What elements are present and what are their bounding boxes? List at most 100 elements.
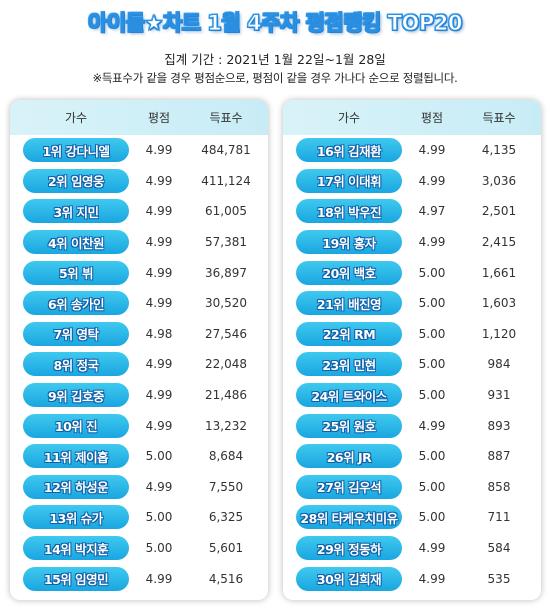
rank-singer-label: 1위 강다니엘 <box>23 138 129 163</box>
rating-cell: 4.99 <box>145 143 173 158</box>
table-row: 25위 원호 4.99 893 <box>283 410 541 441</box>
votes-cell: 858 <box>487 479 511 494</box>
votes-cell: 5,601 <box>208 541 244 556</box>
table-row: 12위 하성운 4.99 7,550 <box>10 472 268 503</box>
page-title: 아이돌★차트 1월 4주차 평점랭킹 TOP20 <box>88 11 463 36</box>
rating-cell: 4.99 <box>145 235 173 250</box>
rank-singer-label: 10위 진 <box>23 413 129 438</box>
rank-cell: 19위 홍자 <box>283 230 407 255</box>
rating-cell: 4.99 <box>145 479 173 494</box>
table-row: 18위 박우진 4.97 2,501 <box>283 196 541 227</box>
votes-cell: 4,516 <box>208 571 244 586</box>
rank-cell: 10위 진 <box>10 413 134 438</box>
rank-cell: 29위 정동하 <box>283 536 407 561</box>
header-votes: 득표수 <box>482 111 516 125</box>
rank-singer-label: 6위 송가인 <box>23 291 129 316</box>
rating-cell: 4.97 <box>418 204 446 219</box>
rank-singer-label: 15위 임영민 <box>23 566 129 591</box>
votes-cell: 931 <box>487 388 511 403</box>
rank-singer-label: 13위 슈가 <box>23 505 129 530</box>
rank-cell: 26위 JR <box>283 444 407 469</box>
rating-cell: 5.00 <box>418 388 446 403</box>
header-rating: 평점 <box>420 111 444 125</box>
rank-cell: 13위 슈가 <box>10 505 134 530</box>
rank-cell: 24위 트와이스 <box>283 383 407 408</box>
rank-cell: 8위 정국 <box>10 352 134 377</box>
table-row: 3위 지민 4.99 61,005 <box>10 196 268 227</box>
table-row: 8위 정국 4.99 22,048 <box>10 349 268 380</box>
rating-cell: 5.00 <box>418 510 446 525</box>
rating-cell: 4.99 <box>145 204 173 219</box>
votes-cell: 1,603 <box>481 296 517 311</box>
votes-cell: 8,684 <box>208 449 244 464</box>
rank-singer-label: 19위 홍자 <box>296 230 402 255</box>
table-row: 27위 김우석 5.00 858 <box>283 472 541 503</box>
votes-cell: 7,550 <box>208 479 244 494</box>
rank-cell: 4위 이찬원 <box>10 230 134 255</box>
votes-cell: 411,124 <box>201 173 251 188</box>
rating-cell: 5.00 <box>145 510 173 525</box>
rank-singer-label: 9위 김호중 <box>23 383 129 408</box>
table-row: 2위 임영웅 4.99 411,124 <box>10 166 268 197</box>
table-row: 24위 트와이스 5.00 931 <box>283 380 541 411</box>
rating-cell: 4.99 <box>145 571 173 586</box>
rank-cell: 21위 배진영 <box>283 291 407 316</box>
rank-singer-label: 20위 백호 <box>296 260 402 285</box>
rating-cell: 5.00 <box>145 449 173 464</box>
header-rating: 평점 <box>147 111 171 125</box>
rank-singer-label: 27위 김우석 <box>296 474 402 499</box>
rank-singer-label: 24위 트와이스 <box>296 383 402 408</box>
rating-cell: 5.00 <box>418 326 446 341</box>
rank-cell: 23위 민현 <box>283 352 407 377</box>
rank-singer-label: 12위 하성운 <box>23 474 129 499</box>
table-header: 가수 평점 득표수 <box>283 100 541 135</box>
rank-cell: 6위 송가인 <box>10 291 134 316</box>
rank-singer-label: 17위 이대휘 <box>296 168 402 193</box>
header-singer: 가수 <box>64 111 88 125</box>
table-row: 7위 영탁 4.98 27,546 <box>10 319 268 350</box>
table-row: 17위 이대휘 4.99 3,036 <box>283 166 541 197</box>
table-row: 11위 제이홉 5.00 8,684 <box>10 441 268 472</box>
votes-cell: 711 <box>487 510 511 525</box>
votes-cell: 893 <box>487 418 511 433</box>
table-row: 21위 배진영 5.00 1,603 <box>283 288 541 319</box>
rank-cell: 15위 임영민 <box>10 566 134 591</box>
rank-singer-label: 2위 임영웅 <box>23 168 129 193</box>
rating-cell: 5.00 <box>418 449 446 464</box>
rank-cell: 18위 박우진 <box>283 199 407 224</box>
rank-singer-label: 18위 박우진 <box>296 199 402 224</box>
rating-cell: 4.99 <box>418 173 446 188</box>
ranking-table-left: 가수 평점 득표수 1위 강다니엘 4.99 484,781 2위 임영웅 4.99 41… <box>10 100 268 600</box>
period-text: 집계 기간 : 2021년 1월 22일~1월 28일 <box>164 52 386 67</box>
votes-cell: 2,501 <box>481 204 517 219</box>
rank-cell: 30위 김희재 <box>283 566 407 591</box>
rating-cell: 5.00 <box>418 296 446 311</box>
rating-cell: 4.99 <box>145 357 173 372</box>
table-header: 가수 평점 득표수 <box>10 100 268 135</box>
votes-cell: 1,661 <box>481 265 517 280</box>
table-row: 20위 백호 5.00 1,661 <box>283 257 541 288</box>
table-row: 22위 RM 5.00 1,120 <box>283 319 541 350</box>
votes-cell: 21,486 <box>205 388 247 403</box>
rating-cell: 4.99 <box>418 541 446 556</box>
table-row: 4위 이찬원 4.99 57,381 <box>10 227 268 258</box>
rank-cell: 20위 백호 <box>283 260 407 285</box>
table-row: 19위 홍자 4.99 2,415 <box>283 227 541 258</box>
rank-singer-label: 3위 지민 <box>23 199 129 224</box>
rating-cell: 4.99 <box>418 143 446 158</box>
rating-cell: 4.99 <box>418 418 446 433</box>
rank-singer-label: 22위 RM <box>296 321 402 346</box>
table-row: 13위 슈가 5.00 6,325 <box>10 502 268 533</box>
table-body: 16위 김재환 4.99 4,135 17위 이대휘 4.99 3,036 18위 박우진 4… <box>283 135 541 594</box>
rank-cell: 27위 김우석 <box>283 474 407 499</box>
table-row: 1위 강다니엘 4.99 484,781 <box>10 135 268 166</box>
rank-cell: 3위 지민 <box>10 199 134 224</box>
rank-singer-label: 8위 정국 <box>23 352 129 377</box>
rank-cell: 1위 강다니엘 <box>10 138 134 163</box>
table-row: 5위 뷔 4.99 36,897 <box>10 257 268 288</box>
votes-cell: 484,781 <box>201 143 251 158</box>
header-singer: 가수 <box>337 111 361 125</box>
sort-note: ※득표수가 같을 경우 평점순으로, 평점이 같을 경우 가나다 순으로 정렬됩… <box>92 71 458 85</box>
rank-cell: 7위 영탁 <box>10 321 134 346</box>
rating-cell: 4.99 <box>145 296 173 311</box>
